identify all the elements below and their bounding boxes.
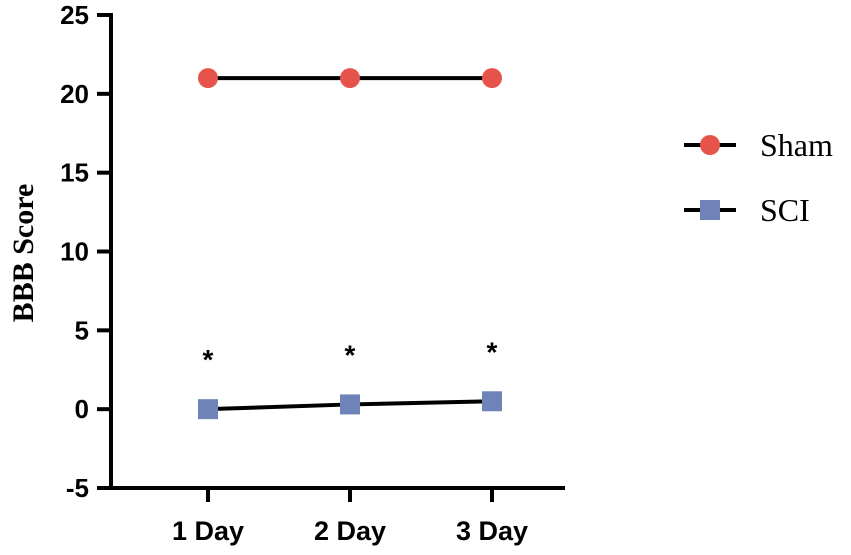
data-point-sham bbox=[198, 68, 218, 89]
x-tick-label: 3 Day bbox=[456, 516, 528, 546]
significance-asterisk: * bbox=[487, 336, 498, 367]
data-point-sham bbox=[482, 68, 502, 89]
significance-annotations: * * * bbox=[203, 336, 498, 375]
data-point-sci bbox=[482, 391, 502, 412]
significance-asterisk: * bbox=[345, 339, 356, 370]
y-axis-title: BBB Score bbox=[7, 184, 40, 323]
y-tick-labels: -5 0 5 10 15 20 25 bbox=[60, 0, 89, 503]
legend-label-sci: SCI bbox=[760, 192, 810, 228]
y-tick-label: 20 bbox=[60, 79, 89, 109]
x-tick-label: 1 Day bbox=[172, 516, 244, 546]
y-tick-label: 10 bbox=[60, 237, 89, 267]
y-tick-label: 15 bbox=[60, 158, 89, 188]
y-tick-label: 5 bbox=[75, 315, 89, 345]
significance-asterisk: * bbox=[203, 344, 214, 375]
data-point-sham bbox=[340, 68, 360, 89]
x-tick-labels: 1 Day 2 Day 3 Day bbox=[172, 516, 528, 546]
legend: Sham SCI bbox=[684, 127, 833, 228]
y-tick-label: -5 bbox=[66, 473, 89, 503]
x-tick-label: 2 Day bbox=[314, 516, 386, 546]
legend-marker-sci bbox=[700, 200, 720, 220]
legend-marker-sham bbox=[700, 135, 720, 155]
y-tick-label: 25 bbox=[60, 0, 89, 30]
y-tick-label: 0 bbox=[75, 394, 89, 424]
series-markers bbox=[198, 68, 502, 420]
chart-axes bbox=[97, 13, 565, 502]
data-point-sci bbox=[340, 394, 360, 415]
data-point-sci bbox=[198, 399, 218, 420]
legend-label-sham: Sham bbox=[760, 127, 833, 163]
